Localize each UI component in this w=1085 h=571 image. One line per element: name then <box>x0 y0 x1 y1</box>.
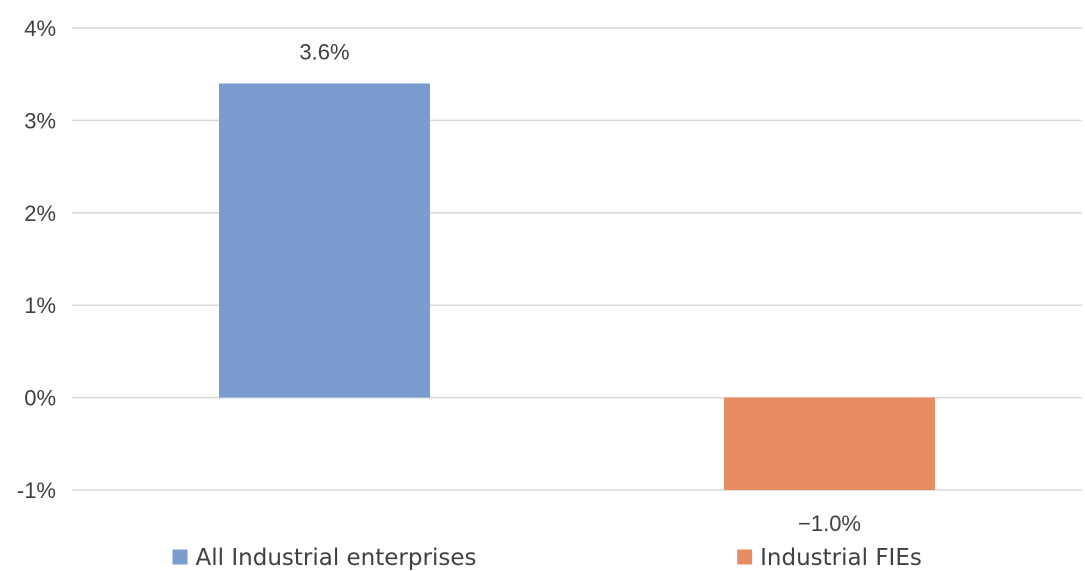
legend-swatch <box>172 549 188 565</box>
legend-swatch <box>737 549 753 565</box>
y-tick-label: -1% <box>17 478 56 503</box>
y-tick-label: 3% <box>24 108 56 133</box>
bars <box>219 83 935 490</box>
y-tick-label: 0% <box>24 386 56 411</box>
data-labels: 3.6% −1.0% <box>299 39 861 536</box>
legend-label: All Industrial enterprises <box>196 545 477 571</box>
y-axis-ticks: -1% 0% 1% 2% 3% 4% <box>17 16 56 503</box>
bar <box>219 83 430 398</box>
data-label: 3.6% <box>299 39 349 64</box>
y-tick-label: 4% <box>24 16 56 41</box>
data-label: −1.0% <box>798 511 861 536</box>
legend-item: Industrial FIEs <box>737 545 922 571</box>
y-tick-label: 1% <box>24 293 56 318</box>
legend: All Industrial enterprises Industrial FIE… <box>172 545 922 571</box>
y-tick-label: 2% <box>24 201 56 226</box>
bar <box>724 397 935 490</box>
legend-item: All Industrial enterprises <box>172 545 477 571</box>
legend-label: Industrial FIEs <box>760 545 922 571</box>
